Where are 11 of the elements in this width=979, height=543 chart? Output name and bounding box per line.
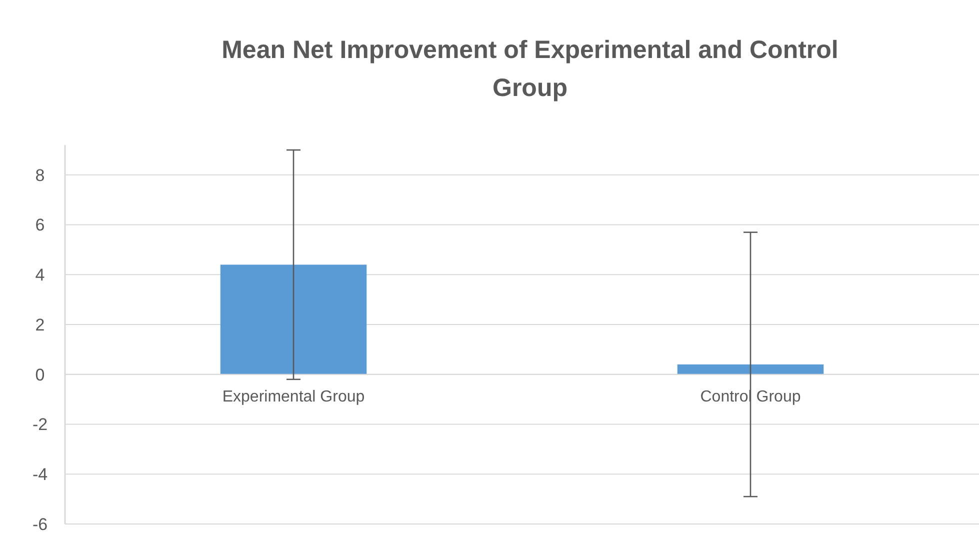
y-tick-label: 0 bbox=[35, 365, 45, 384]
y-tick-label: 2 bbox=[35, 315, 45, 334]
y-tick-label: -2 bbox=[32, 415, 48, 434]
y-tick-label: -4 bbox=[32, 465, 48, 484]
x-tick-label: Experimental Group bbox=[222, 388, 365, 406]
chart-title: Mean Net Improvement of Experimental and Control Group bbox=[222, 36, 838, 102]
y-tick-label: 4 bbox=[35, 266, 45, 285]
y-tick-label: 6 bbox=[35, 216, 45, 235]
y-tick-label: -6 bbox=[32, 514, 48, 534]
y-tick-label: 8 bbox=[35, 166, 45, 185]
x-tick-label: Control Group bbox=[700, 388, 801, 406]
